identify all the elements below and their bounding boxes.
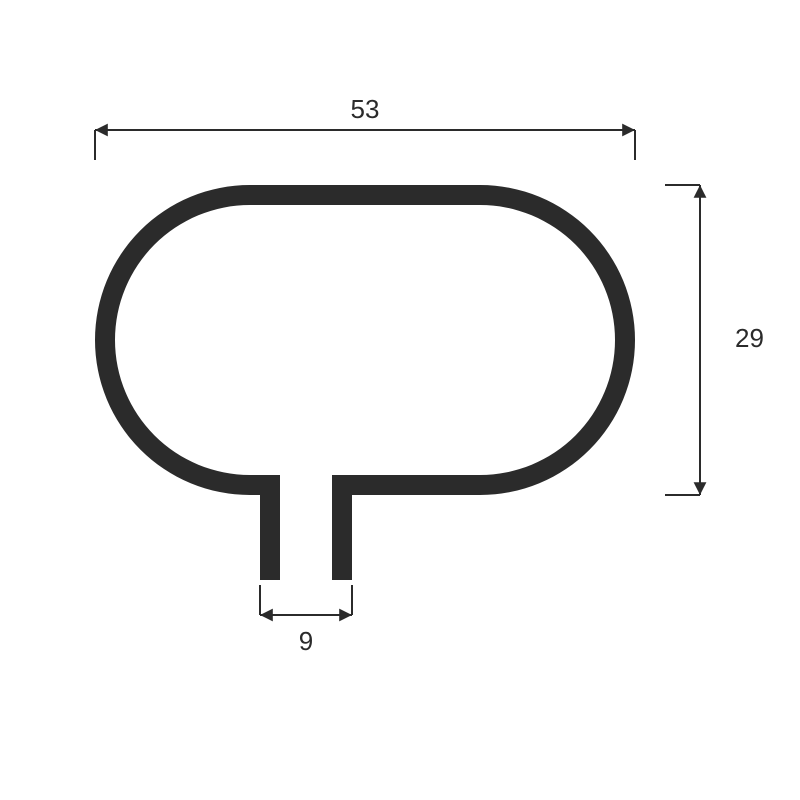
dimension-stem [260,585,352,615]
dimension-width-label: 53 [351,94,380,124]
dimension-stem-label: 9 [299,626,313,656]
dimension-width [95,130,635,160]
dimension-height-label: 29 [735,323,764,353]
technical-drawing: 53 29 9 [0,0,800,800]
profile-outline [95,185,635,580]
dimension-height [665,185,700,495]
